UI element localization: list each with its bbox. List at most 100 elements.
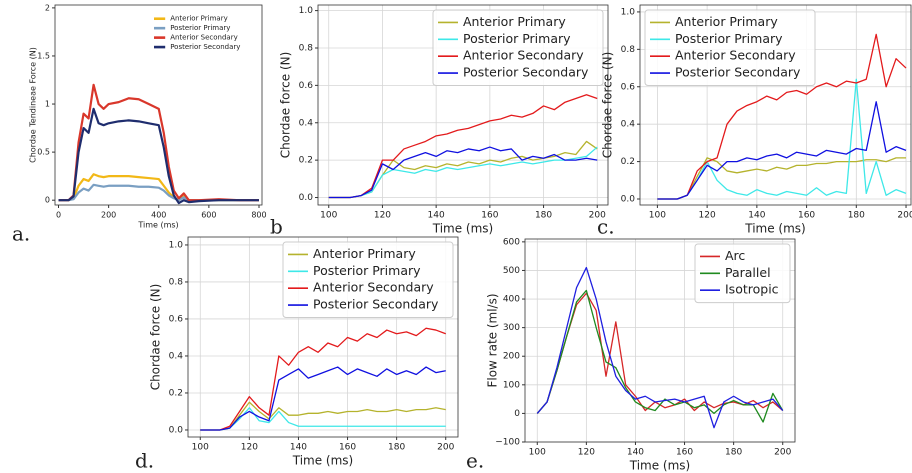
x-tick-label: 160 [676, 448, 693, 458]
plot-frame [317, 4, 609, 206]
y-axis-label: Flow rate (ml/s) [486, 293, 500, 387]
y-axis-label: Chordae force (N) [279, 52, 293, 159]
y-tick-label: 0.0 [621, 195, 636, 205]
y-axis-label: Chordae force (N) [601, 52, 615, 159]
legend-label: Posterior Primary [170, 24, 230, 32]
legend-label: Anterior Primary [675, 14, 778, 29]
y-tick-label: 0.2 [621, 157, 635, 167]
panel-label: e. [466, 449, 484, 473]
data-line [200, 366, 446, 431]
legend-box [644, 9, 816, 86]
x-tick-label: 200 [101, 211, 116, 220]
x-tick-label: 120 [578, 448, 595, 458]
x-axis-label: Time (ms) [629, 459, 691, 473]
panel-label: b [270, 215, 283, 239]
panel-label: d. [135, 449, 154, 473]
legend-box [149, 10, 257, 56]
data-line [58, 83, 259, 202]
y-tick-label: 0.8 [299, 43, 314, 53]
x-tick-label: 800 [251, 211, 266, 220]
y-tick-label: 1.5 [37, 51, 50, 60]
x-axis-label: Time (ms) [744, 222, 806, 236]
plot-lines [536, 266, 784, 429]
plot-frame [639, 4, 912, 206]
y-tick-label: 0.5 [37, 148, 50, 157]
legend-label: Posterior Secondary [313, 297, 439, 312]
y-axis-label: Chordae Tendineae Force (N) [29, 47, 38, 163]
x-tick-label: 100 [320, 211, 337, 221]
y-tick-label: 500 [503, 266, 520, 276]
data-line [328, 94, 598, 199]
y-tick-label: 1.0 [169, 240, 184, 250]
data-line [200, 327, 446, 431]
x-tick-label: 100 [649, 211, 666, 221]
y-tick-label: 1.0 [299, 6, 314, 16]
data-line [58, 107, 259, 205]
y-tick-label: 0.8 [169, 277, 184, 287]
y-tick-label: 0 [45, 196, 50, 205]
data-line [657, 101, 907, 200]
x-tick-label: 600 [201, 211, 216, 220]
legend-label: Posterior Secondary [170, 43, 240, 51]
legend-label: Anterior Secondary [463, 48, 584, 63]
y-tick-label: 2 [45, 3, 50, 12]
legend-label: Posterior Primary [675, 31, 783, 46]
x-tick-label: 180 [388, 443, 405, 453]
data-line [328, 146, 598, 199]
y-tick-label: 1 [45, 100, 50, 109]
x-tick-label: 180 [725, 448, 742, 458]
y-tick-label: 0.2 [299, 156, 313, 166]
plot-frame [54, 4, 263, 206]
data-line [328, 146, 598, 199]
y-tick-label: 300 [503, 323, 520, 333]
panel-label: c. [597, 215, 615, 239]
x-tick-label: 100 [192, 443, 209, 453]
y-tick-label: 0.6 [621, 82, 636, 92]
x-tick-label: 100 [529, 448, 546, 458]
x-tick-label: 160 [481, 211, 498, 221]
plot-frame [524, 238, 796, 443]
data-line [200, 401, 446, 431]
y-tick-label: 200 [503, 352, 520, 362]
x-axis-label: Time (ms) [432, 222, 494, 236]
legend-label: Posterior Primary [463, 31, 571, 46]
y-axis-label: Chordae force (N) [149, 284, 163, 391]
x-tick-label: 200 [437, 443, 454, 453]
x-tick-label: 200 [897, 211, 912, 221]
x-tick-label: 200 [589, 211, 606, 221]
x-tick-label: 160 [339, 443, 356, 453]
legend-label: Posterior Secondary [463, 65, 589, 80]
data-line [200, 407, 446, 431]
plot-lines [58, 83, 259, 205]
panel-label: a. [12, 222, 30, 246]
y-tick-label: 400 [503, 295, 520, 305]
legend-label: Arc [725, 248, 745, 263]
plot-lines [657, 33, 907, 200]
panel: 0 0.5 1 1.5 2 0 200 400 600 800 Time (ms) Chordae T… [12, 3, 267, 245]
y-tick-label: 1.0 [621, 7, 636, 17]
legend-label: Posterior Primary [313, 263, 421, 278]
x-tick-label: 140 [627, 448, 644, 458]
y-tick-label: 0.6 [299, 81, 314, 91]
x-tick-label: 180 [535, 211, 552, 221]
plot-lines [328, 94, 598, 199]
x-tick-label: 120 [374, 211, 391, 221]
legend-label: Anterior Primary [170, 15, 228, 23]
y-tick-label: 100 [503, 380, 520, 390]
data-line [328, 140, 598, 199]
legend: Arc Parallel Isotropic [694, 243, 791, 304]
legend-label: Posterior Secondary [675, 65, 801, 80]
y-tick-label: 0.4 [621, 120, 636, 130]
x-axis-label: Time (ms) [292, 454, 354, 468]
x-tick-label: 400 [151, 211, 166, 220]
y-tick-label: 0.4 [169, 351, 184, 361]
data-line [536, 266, 784, 429]
x-tick-label: 140 [290, 443, 307, 453]
legend-box [282, 241, 454, 318]
x-tick-label: 0 [56, 211, 61, 220]
y-tick-label: 0.6 [169, 314, 184, 324]
